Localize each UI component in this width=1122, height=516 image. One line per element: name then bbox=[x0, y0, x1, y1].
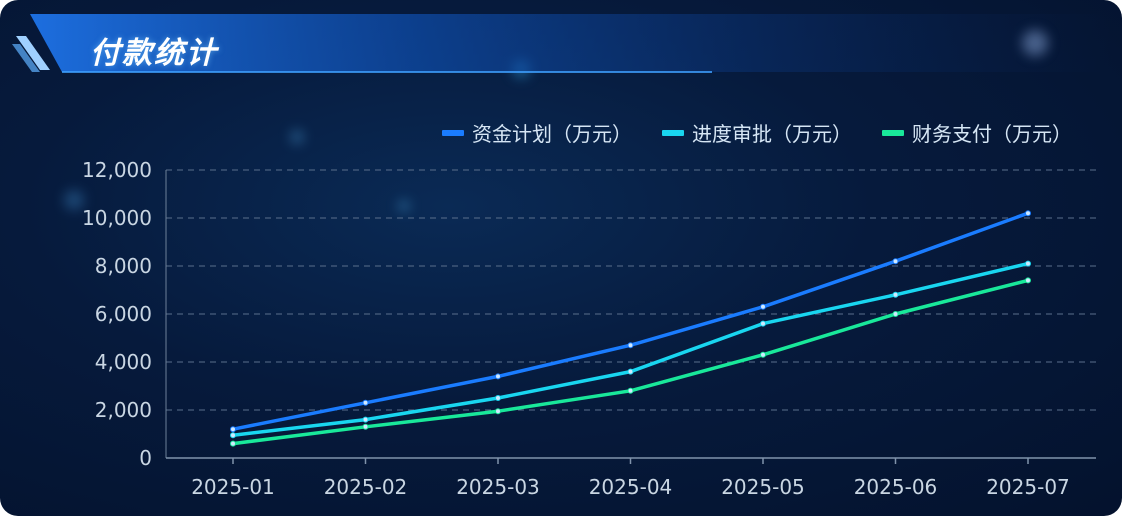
data-point-series-2 bbox=[627, 368, 634, 375]
chart-title: 付款统计 bbox=[90, 36, 218, 71]
data-point-series-1 bbox=[495, 373, 501, 380]
y-tick-label: 4,000 bbox=[95, 350, 152, 374]
data-point-series-1 bbox=[760, 303, 766, 310]
data-point-series-3 bbox=[892, 311, 899, 317]
legend-swatch-payment bbox=[882, 129, 904, 136]
background-glow bbox=[398, 200, 410, 212]
data-point-series-1 bbox=[362, 399, 369, 406]
data-point-series-2 bbox=[495, 395, 501, 401]
x-tick-label: 2025-07 bbox=[986, 475, 1070, 499]
legend-item-plan[interactable]: 资金计划（万元） bbox=[442, 118, 632, 147]
x-tick-label: 2025-02 bbox=[324, 475, 408, 499]
background-glow bbox=[290, 130, 304, 144]
background-glow bbox=[64, 190, 84, 210]
y-tick-label: 8,000 bbox=[95, 254, 152, 278]
chart-legend: 资金计划（万元） 进度审批（万元） 财务支付（万元） bbox=[442, 118, 1072, 147]
x-tick-label: 2025-06 bbox=[854, 475, 938, 499]
legend-label-payment: 财务支付（万元） bbox=[912, 122, 1072, 146]
y-tick-label: 2,000 bbox=[95, 398, 152, 422]
legend-swatch-approval bbox=[662, 129, 684, 136]
data-point-series-2 bbox=[760, 320, 766, 327]
series-line-1 bbox=[231, 211, 1030, 431]
data-point-series-1 bbox=[230, 426, 236, 433]
series-line-2 bbox=[231, 261, 1030, 437]
data-point-series-1 bbox=[627, 342, 634, 349]
data-point-series-3 bbox=[230, 440, 236, 447]
data-point-series-3 bbox=[495, 408, 501, 415]
data-point-series-3 bbox=[362, 423, 369, 430]
y-tick-label: 12,000 bbox=[82, 158, 152, 182]
data-point-series-3 bbox=[1025, 277, 1031, 284]
header-banner bbox=[12, 14, 1112, 73]
data-point-series-1 bbox=[892, 258, 899, 265]
y-tick-label: 6,000 bbox=[95, 302, 152, 326]
data-point-series-2 bbox=[230, 432, 236, 439]
data-point-series-3 bbox=[760, 351, 766, 358]
y-tick-label: 0 bbox=[139, 446, 152, 470]
legend-item-payment[interactable]: 财务支付（万元） bbox=[882, 118, 1072, 147]
legend-label-approval: 进度审批（万元） bbox=[692, 122, 852, 146]
legend-item-approval[interactable]: 进度审批（万元） bbox=[662, 118, 852, 147]
data-point-series-2 bbox=[362, 416, 369, 423]
chart-header: 付款统计 bbox=[12, 14, 1112, 86]
data-point-series-3 bbox=[627, 387, 634, 394]
data-point-series-2 bbox=[1025, 260, 1031, 267]
x-tick-label: 2025-04 bbox=[589, 475, 673, 499]
x-tick-label: 2025-03 bbox=[456, 475, 540, 499]
x-tick-label: 2025-01 bbox=[191, 475, 275, 499]
x-tick-label: 2025-05 bbox=[721, 475, 805, 499]
data-point-series-2 bbox=[892, 291, 899, 298]
legend-swatch-plan bbox=[442, 129, 464, 136]
data-point-series-1 bbox=[1025, 210, 1031, 217]
y-tick-label: 10,000 bbox=[82, 206, 152, 230]
legend-label-plan: 资金计划（万元） bbox=[472, 122, 632, 146]
